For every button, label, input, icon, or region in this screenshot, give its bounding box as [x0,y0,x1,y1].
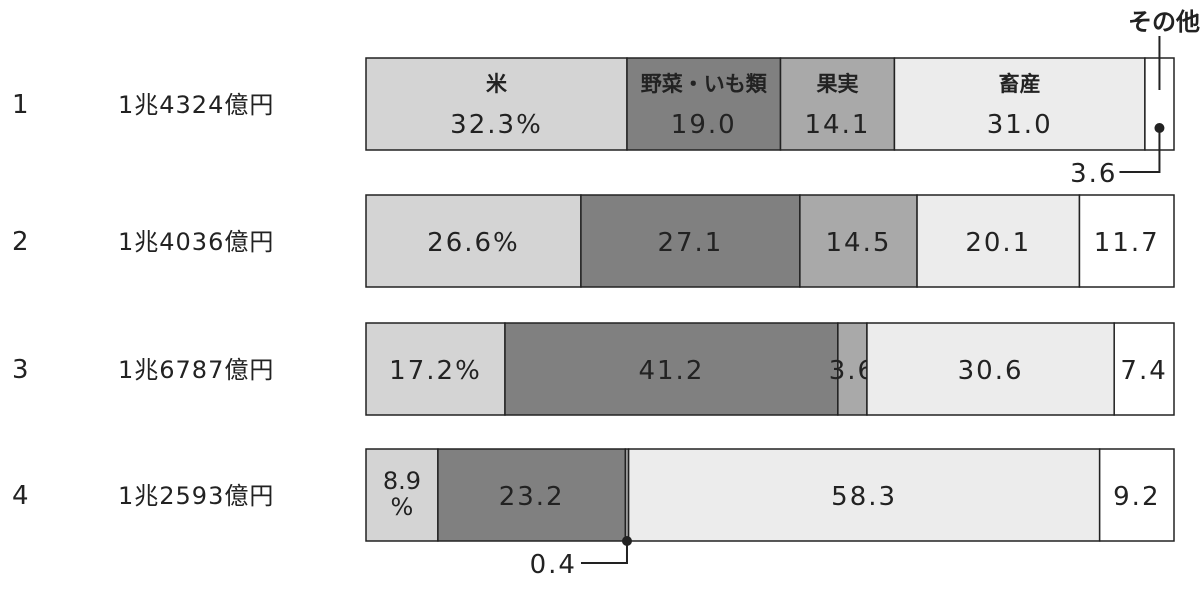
row-total-1: 1兆4324億円 [118,91,274,119]
bar-segment-row2-4 [1078,194,1175,288]
value-label-row3-4: 7.4 [1120,356,1167,386]
value-label-row2-4: 11.7 [1094,228,1160,258]
bar-segment-row4-3 [627,448,1101,542]
callout-line-row4 [580,541,628,564]
callout-line-row1 [1119,128,1161,173]
bar-row-4: 4 1兆2593億円 8.9% 23.2 58.3 9.2 [12,448,1175,542]
category-label-1: 野菜・いも類 [641,72,768,96]
value-label-row4-1: 23.2 [499,482,565,512]
bar-segment-row1-2 [779,57,896,151]
bar-segment-row3-2 [837,322,868,416]
row-total-2: 1兆4036億円 [118,228,274,256]
category-label-3: 畜産 [999,72,1041,96]
value-label-row3-3: 30.6 [958,356,1024,386]
value-label-row1-2: 14.1 [805,110,871,140]
bar-segment-row2-3 [916,194,1081,288]
row-total-4: 1兆2593億円 [118,482,274,510]
bar-segment-row1-0 [365,57,628,151]
value-label-row1-3: 31.0 [987,110,1053,140]
bar-segment-row2-1 [580,194,801,288]
value-label-row4-0: 8.9% [383,467,421,521]
value-label-row2-1: 27.1 [657,228,723,258]
value-label-row2-2: 14.5 [826,228,892,258]
value-label-row1-0: 32.3% [450,110,543,140]
bar-segment-row3-1 [504,322,839,416]
row-number-1: 1 [12,90,29,120]
category-label-0: 米 [486,72,508,96]
bar-segment-row2-2 [799,194,918,288]
row-number-4: 4 [12,481,29,511]
category-label-2: 果実 [816,72,858,96]
bar-segment-row2-0 [365,194,582,288]
bar-segment-row1-1 [626,57,782,151]
category-label-4: その他 [1128,8,1200,36]
bar-segment-row4-1 [437,448,627,542]
row-total-3: 1兆6787億円 [118,356,274,384]
bar-row-3: 3 1兆6787億円 17.2% 41.2 3.6 30.6 7.4 [12,322,1175,416]
value-label-row4-3: 58.3 [831,482,897,512]
bar-segment-row4-0 [365,448,439,542]
value-label-row3-1: 41.2 [638,356,704,386]
callout-label-row4: 0.4 [530,550,577,580]
bar-segment-row3-3 [866,322,1115,416]
callouts-layer: その他 3.6 0.4 [530,8,1200,580]
callout-label-row1: 3.6 [1070,159,1117,189]
bar-row-1: 1 1兆4324億円 米 32.3% 野菜・いも類 19.0 果実 14.1 畜産 31.0 [12,57,1175,151]
value-label-row2-0: 26.6% [427,228,520,258]
value-label-row2-3: 20.1 [965,228,1031,258]
row-number-3: 3 [12,355,29,385]
value-label-row1-1: 19.0 [671,110,737,140]
rows-layer: 1 1兆4324億円 米 32.3% 野菜・いも類 19.0 果実 14.1 畜産 31.0 2 1兆… [12,57,1175,542]
value-label-row3-0: 17.2% [389,356,482,386]
bar-segment-row4-4 [1098,448,1175,542]
bar-row-2: 2 1兆4036億円 26.6% 27.1 14.5 20.1 11.7 [12,194,1175,288]
value-label-row4-4: 9.2 [1113,482,1160,512]
row-number-2: 2 [12,227,29,257]
bar-segment-row1-3 [893,57,1146,151]
bar-segment-row3-4 [1113,322,1175,416]
